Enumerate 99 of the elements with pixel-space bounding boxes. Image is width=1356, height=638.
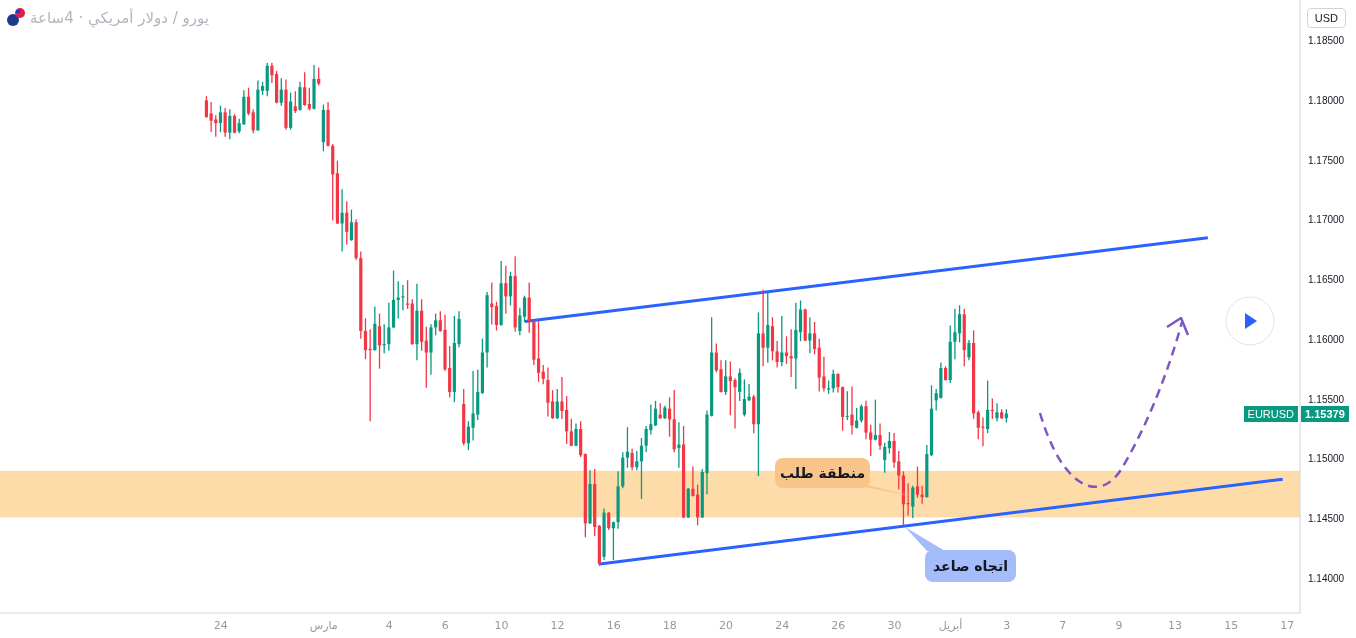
x-tick-label: 6 (441, 618, 449, 632)
candlestick (911, 485, 915, 519)
candlestick (471, 370, 475, 441)
candlestick (555, 388, 559, 419)
band-label: منطقة طلب (775, 457, 870, 488)
candlestick (845, 391, 849, 421)
candlestick (303, 72, 307, 106)
x-tick-label: 3 (1003, 618, 1011, 632)
x-tick-label: مارس (309, 618, 338, 632)
candlestick (209, 102, 213, 133)
candlestick (377, 313, 382, 369)
candlestick (775, 341, 779, 368)
text: USD (1306, 8, 1346, 28)
y-tick-label: 1.18500 (1308, 35, 1345, 47)
candlestick (878, 423, 882, 450)
candlestick (761, 289, 765, 367)
candlestick (345, 201, 349, 245)
candlestick (363, 318, 368, 360)
candlestick (508, 271, 513, 306)
candlestick (518, 307, 522, 336)
candlestick (204, 96, 209, 118)
candlestick (798, 300, 803, 342)
candlestick (630, 448, 634, 471)
candlestick (644, 425, 648, 453)
candlestick (522, 295, 527, 323)
annotation: اتجاه صاعد (925, 550, 1016, 582)
candlestick (279, 78, 283, 106)
candlestick (808, 317, 812, 354)
y-tick-label: 1.14000 (1308, 572, 1345, 584)
candlestick (401, 284, 405, 311)
candlestick (574, 423, 578, 447)
candlestick (214, 115, 218, 137)
x-tick-label: 7 (1059, 618, 1067, 632)
candlestick (967, 339, 971, 361)
candlestick (986, 380, 990, 434)
candlestick (625, 427, 630, 468)
candlestick (298, 81, 302, 111)
candlestick (873, 399, 877, 441)
candlestick (766, 292, 770, 363)
candlestick (887, 431, 892, 454)
y-tick-label: 1.17500 (1308, 154, 1345, 166)
candlestick (527, 282, 531, 333)
candlestick (387, 302, 391, 351)
text: 1.15379 (1301, 405, 1349, 422)
candlestick (434, 313, 438, 336)
x-tick-label: 24 (775, 618, 790, 632)
candlestick (733, 378, 737, 429)
x-tick-label: 30 (887, 618, 902, 632)
x-tick-label: 9 (1115, 618, 1123, 632)
candlestick (340, 189, 344, 252)
candlestick (223, 108, 227, 137)
candlestick (850, 386, 854, 435)
candlestick (953, 308, 957, 360)
candlestick (812, 321, 817, 355)
y-tick-label: 1.17000 (1308, 214, 1345, 226)
candlestick (536, 320, 541, 382)
candlestick (504, 265, 508, 314)
y-tick-label: 1.14500 (1308, 513, 1345, 525)
candlestick (915, 466, 920, 498)
candlestick (724, 360, 728, 395)
candlestick (738, 368, 742, 401)
x-tick-label: 15 (1224, 618, 1239, 632)
x-tick-label: 12 (550, 618, 565, 632)
candlestick (494, 301, 499, 331)
y-tick-label: 1.15000 (1308, 453, 1345, 465)
candlestick (293, 91, 297, 113)
candlestick (349, 209, 354, 241)
annotation: EURUSD (1243, 405, 1298, 422)
x-tick-label: 17 (1280, 618, 1295, 632)
candlestick (883, 442, 887, 473)
x-tick-label: 20 (719, 618, 734, 632)
y-tick-label: 1.16000 (1308, 333, 1345, 345)
candlestick (639, 437, 644, 499)
x-tick-label: 13 (1168, 618, 1183, 632)
candlestick (611, 521, 616, 560)
candlestick (251, 109, 255, 134)
y-tick-label: 1.16500 (1308, 274, 1345, 286)
candlestick (424, 326, 428, 388)
x-tick-label: 10 (494, 618, 509, 632)
x-tick-label: 4 (385, 618, 393, 632)
candlestick (218, 105, 223, 133)
candlestick (546, 367, 550, 417)
x-tick-label: 18 (662, 618, 677, 632)
x-tick-label: أبريل (938, 617, 963, 632)
y-tick-label: 1.18000 (1308, 94, 1345, 106)
candlestick (307, 87, 311, 111)
x-tick-label: 16 (606, 618, 621, 632)
candlestick (957, 305, 962, 343)
x-tick-label: 24 (213, 618, 228, 632)
candlestick (995, 403, 999, 422)
candlestick (831, 369, 835, 393)
candlestick (246, 87, 251, 116)
candlestick (855, 408, 859, 429)
text: يورو / دولار أمريكي · 4ساعة (30, 9, 209, 27)
candlestick (228, 109, 232, 140)
candlestick (869, 424, 873, 456)
y-tick-label: 1.15500 (1308, 393, 1345, 405)
x-tick-label: 26 (831, 618, 846, 632)
candlestick (569, 418, 573, 447)
